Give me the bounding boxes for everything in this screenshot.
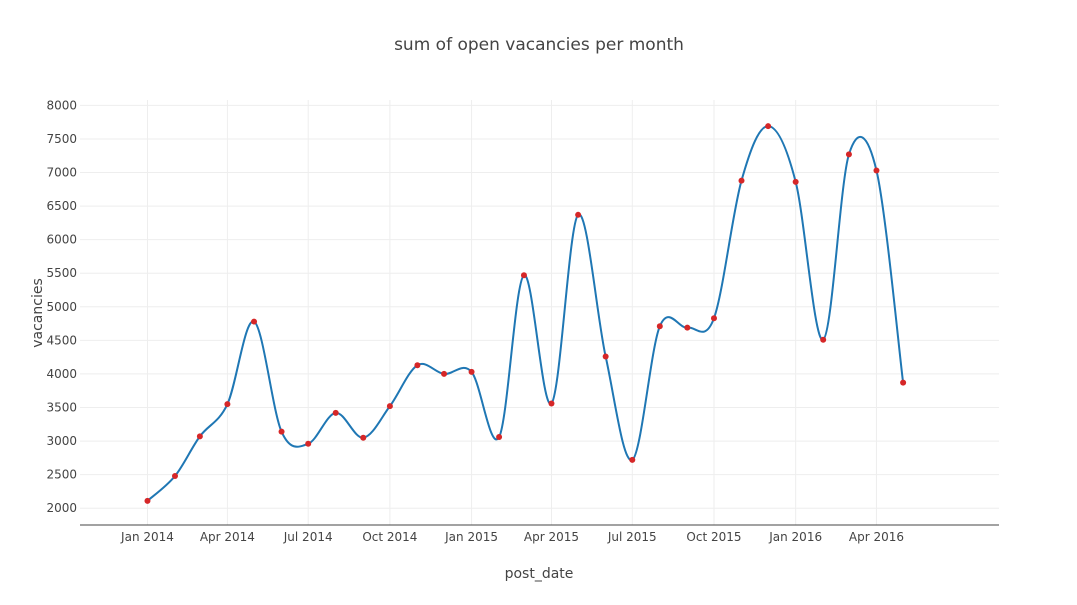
series-line: [146, 125, 905, 502]
y-axis-title: vacancies: [30, 278, 46, 348]
data-point[interactable]: [196, 433, 203, 440]
data-point[interactable]: [278, 428, 285, 435]
y-tick-label: 8000: [46, 98, 77, 112]
data-point[interactable]: [738, 177, 745, 184]
data-point[interactable]: [251, 318, 258, 325]
x-tick-label: Oct 2015: [686, 530, 741, 544]
data-point[interactable]: [575, 211, 582, 218]
data-point[interactable]: [332, 409, 339, 416]
x-axis-title: post_date: [505, 566, 574, 582]
y-tick-label: 6000: [46, 233, 77, 247]
data-point[interactable]: [144, 497, 151, 504]
data-point[interactable]: [602, 353, 609, 360]
x-tick-labels: Jan 2014 Apr 2014 Jul 2014 Oct 2014 Jan 2015…: [120, 530, 904, 544]
data-point[interactable]: [820, 336, 827, 343]
data-point[interactable]: [873, 167, 880, 174]
data-point[interactable]: [360, 434, 367, 441]
data-point[interactable]: [468, 368, 475, 375]
x-tick-label: Jan 2014: [120, 530, 174, 544]
data-point[interactable]: [441, 370, 448, 377]
data-point[interactable]: [520, 272, 527, 279]
y-tick-label: 3000: [46, 434, 77, 448]
data-point[interactable]: [845, 151, 852, 158]
y-tick-label: 7000: [46, 166, 77, 180]
data-point[interactable]: [765, 123, 772, 130]
x-tick-label: Jan 2015: [444, 530, 498, 544]
series-layer: [146, 125, 905, 502]
y-tick-label: 7500: [46, 132, 77, 146]
data-point[interactable]: [414, 362, 421, 369]
x-tick-label: Jul 2015: [607, 530, 657, 544]
data-point[interactable]: [386, 403, 393, 410]
x-tick-label: Apr 2016: [849, 530, 904, 544]
chart-title: sum of open vacancies per month: [394, 35, 684, 55]
y-tick-label: 4500: [46, 333, 77, 347]
x-tick-label: Apr 2014: [200, 530, 255, 544]
y-tick-label: 4000: [46, 367, 77, 381]
y-tick-label: 2000: [46, 501, 77, 515]
data-point[interactable]: [656, 323, 663, 330]
data-point[interactable]: [548, 400, 555, 407]
data-point[interactable]: [900, 379, 907, 386]
y-tick-label: 2500: [46, 468, 77, 482]
y-tick-label: 5500: [46, 266, 77, 280]
data-point[interactable]: [792, 178, 799, 185]
data-point[interactable]: [710, 315, 717, 322]
x-tick-label: Oct 2014: [362, 530, 417, 544]
data-point[interactable]: [305, 440, 312, 447]
x-tick-label: Jul 2014: [283, 530, 333, 544]
x-tick-label: Jan 2016: [768, 530, 822, 544]
data-point[interactable]: [629, 456, 636, 463]
y-tick-label: 6500: [46, 199, 77, 213]
y-tick-label: 5000: [46, 300, 77, 314]
data-point[interactable]: [496, 434, 503, 441]
markers-layer: [144, 123, 907, 504]
data-point[interactable]: [172, 472, 179, 479]
y-tick-label: 3500: [46, 401, 77, 415]
x-tick-label: Apr 2015: [524, 530, 579, 544]
data-point[interactable]: [684, 324, 691, 331]
grid: [80, 100, 999, 525]
data-point[interactable]: [224, 401, 231, 408]
y-tick-labels: 2000 2500 3000 3500 4000 4500 5000 5500 6000 6500…: [46, 98, 77, 515]
